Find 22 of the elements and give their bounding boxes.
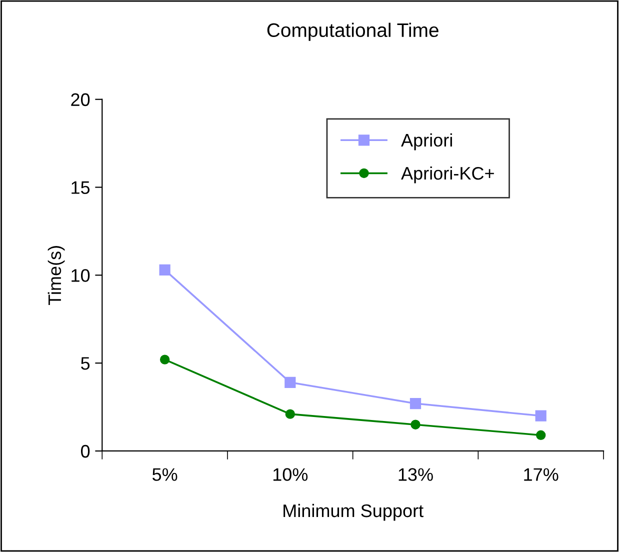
x-tick-label: 13% [398, 468, 433, 481]
y-axis-title: Time(s) [48, 246, 65, 306]
point [536, 430, 546, 440]
x-tick-label: 17% [524, 468, 558, 481]
point [159, 264, 170, 276]
point [285, 409, 296, 419]
chart-title: Computational Time [267, 22, 438, 41]
x-tick-label: 10% [273, 468, 308, 481]
x-axis-title: Minimum Support [284, 504, 424, 521]
legend-label: Apriori-KC+ [401, 166, 494, 184]
y-tick-label: 0 [80, 444, 90, 458]
y-tick-label: 10 [72, 269, 90, 282]
y-tick-label: 5 [81, 357, 90, 370]
point [535, 410, 546, 422]
point [410, 398, 422, 410]
legend-label: Apriori [401, 133, 452, 150]
y-tick-label: 15 [72, 181, 90, 194]
point [160, 354, 170, 364]
point [284, 376, 296, 388]
x-tick-label: 5% [152, 468, 178, 481]
y-tick-label: 20 [71, 93, 90, 106]
point [410, 420, 420, 430]
